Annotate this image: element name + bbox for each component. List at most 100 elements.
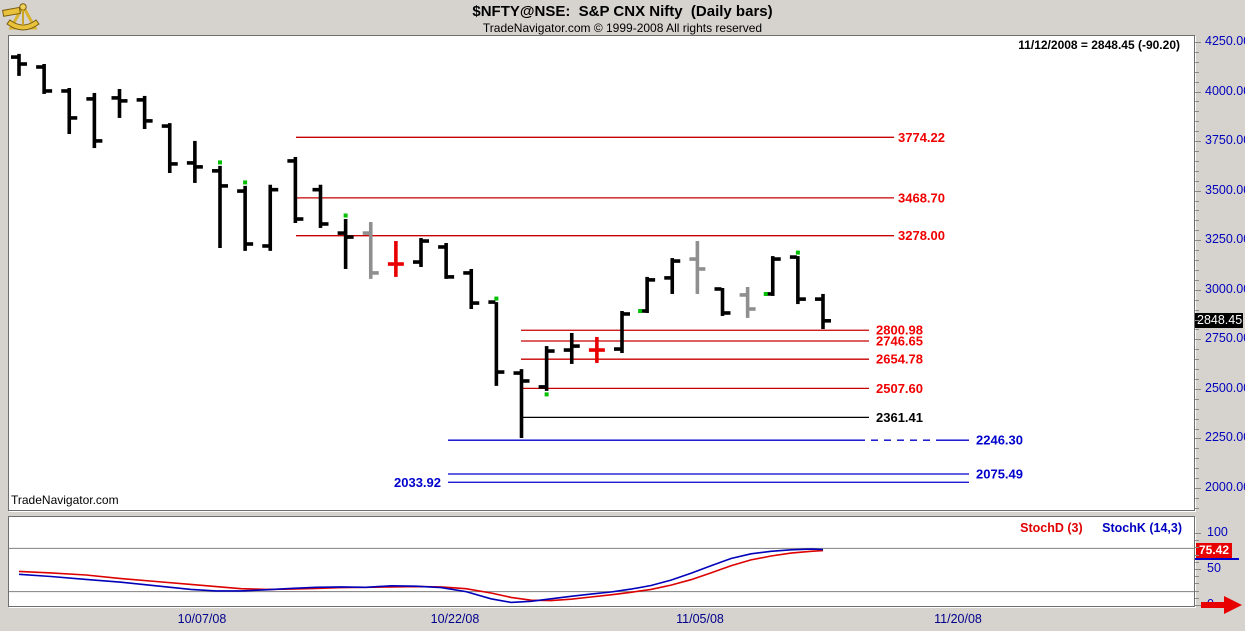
date-label: 10/07/08 — [177, 612, 227, 626]
level-label: 2654.78 — [876, 352, 923, 367]
stoch-axis-tick — [1195, 533, 1201, 534]
level-label: 2361.41 — [876, 410, 923, 425]
stoch-axis-tick — [1195, 540, 1199, 542]
price-axis-tick — [1195, 51, 1199, 53]
price-axis-tick — [1195, 111, 1199, 113]
stoch-axis-tick — [1195, 590, 1199, 592]
level-label: 2033.92 — [394, 475, 441, 490]
price-axis-tick — [1195, 180, 1199, 182]
price-axis-tick — [1195, 81, 1199, 83]
date-label: 10/22/08 — [430, 612, 480, 626]
price-axis-label: 2250.00 — [1205, 430, 1245, 445]
last-quote-note: 11/12/2008 = 2848.45 (-90.20) — [1018, 38, 1180, 52]
price-axis-tick — [1195, 101, 1199, 103]
legend-stochk: StochK (14,3) — [1102, 521, 1182, 535]
price-axis-tick — [1195, 131, 1199, 133]
price-axis-tick — [1195, 507, 1199, 509]
price-axis-tick — [1195, 160, 1199, 162]
level-label: 2800.98 — [876, 323, 923, 338]
level-label: 2507.60 — [876, 381, 923, 396]
chart-header: $NFTY@NSE: S&P CNX Nifty (Daily bars) Tr… — [0, 0, 1245, 35]
price-axis-tick — [1195, 71, 1199, 73]
stoch-axis-tick — [1195, 576, 1199, 578]
price-axis-tick — [1195, 269, 1199, 271]
price-axis-tick — [1195, 378, 1199, 380]
price-axis-tick — [1195, 468, 1199, 470]
price-axis-tick — [1195, 151, 1199, 153]
price-axis-tick — [1195, 488, 1201, 489]
green-dot — [494, 296, 499, 301]
price-axis-tick — [1195, 210, 1199, 212]
level-label: 3774.22 — [898, 130, 945, 145]
stoch-axis-tick — [1195, 569, 1201, 570]
price-axis-label: 3500.00 — [1205, 182, 1245, 197]
stoch-axis-tick — [1195, 597, 1199, 599]
price-axis-label: 4250.00 — [1205, 34, 1245, 48]
price-axis-tick — [1195, 438, 1201, 440]
legend-stochd: StochD (3) — [1020, 521, 1083, 535]
price-axis-tick — [1195, 121, 1199, 123]
price-axis-tick — [1195, 91, 1201, 93]
price-axis-tick — [1195, 388, 1201, 390]
price-axis-tick — [1195, 190, 1201, 192]
price-chart-panel[interactable]: 3774.22 3468.70 3278.00 2800.98 2746.65 2654.… — [8, 35, 1195, 511]
price-axis-label: 2750.00 — [1205, 331, 1245, 346]
stochastic-chart-surface[interactable] — [9, 517, 1194, 606]
price-axis-tick — [1195, 240, 1201, 242]
level-label: 2746.65 — [876, 333, 923, 348]
price-axis-tick — [1195, 478, 1199, 480]
stoch-axis-tick — [1195, 561, 1199, 563]
stoch-axis-tick — [1195, 583, 1199, 585]
level-label: 3468.70 — [898, 190, 945, 205]
price-axis-tick — [1195, 349, 1199, 351]
date-label: 11/20/08 — [934, 612, 982, 626]
price-axis-tick — [1195, 448, 1199, 450]
price-axis-tick — [1195, 458, 1199, 460]
green-dot — [638, 308, 643, 313]
level-label: 3278.00 — [898, 228, 945, 243]
price-axis-tick — [1195, 170, 1199, 172]
stochastic-panel[interactable]: StochD (3) StochK (14,3) — [8, 516, 1195, 607]
price-axis-label: 2000.00 — [1205, 480, 1245, 494]
chart-title: $NFTY@NSE: S&P CNX Nifty (Daily bars) — [472, 3, 773, 20]
price-axis-tick — [1195, 359, 1199, 361]
price-axis-tick — [1195, 230, 1199, 232]
price-axis-tick — [1195, 309, 1199, 311]
price-axis-tick — [1195, 200, 1199, 202]
stochk-value-underline — [1195, 558, 1239, 560]
green-dot — [343, 213, 348, 218]
level-label: 2075.49 — [976, 467, 1023, 482]
price-axis-tick — [1195, 369, 1199, 371]
price-axis-tick — [1195, 428, 1199, 430]
stochk-line — [18, 548, 824, 604]
stoch-axis-tick — [1195, 605, 1201, 606]
level-label: 2246.30 — [976, 433, 1023, 448]
price-axis-tick — [1195, 418, 1199, 420]
price-axis-tick — [1195, 61, 1199, 63]
scroll-right-arrow-button[interactable] — [1201, 595, 1243, 615]
price-axis-tick — [1195, 279, 1199, 281]
price-axis-tick — [1195, 260, 1199, 262]
date-label: 11/05/08 — [676, 612, 724, 626]
price-axis-tick — [1195, 289, 1201, 291]
stoch-axis-tick — [1195, 554, 1199, 556]
stochastic-legend: StochD (3) StochK (14,3) — [1004, 521, 1182, 535]
stochd-value-tag: 75.42 — [1196, 543, 1232, 558]
price-axis-label: 4000.00 — [1205, 83, 1245, 98]
price-axis-gutter[interactable]: 2848.45 75.42 100 50 0 4250.004000.00375… — [1195, 0, 1245, 631]
price-axis-tick — [1195, 319, 1199, 321]
stoch-axis-label-100: 100 — [1207, 525, 1228, 539]
price-axis-tick — [1195, 408, 1199, 410]
price-axis-tick — [1195, 141, 1201, 143]
date-axis-strip: 10/07/08 10/22/08 11/05/08 11/20/08 — [0, 607, 1245, 631]
stochd-line — [18, 549, 824, 602]
price-axis-tick — [1195, 42, 1201, 43]
last-price-tag: 2848.45 — [1195, 313, 1243, 328]
price-axis-tick — [1195, 250, 1199, 252]
green-dot — [218, 160, 222, 165]
chart-copyright: TradeNavigator.com © 1999-2008 All right… — [482, 21, 763, 35]
price-axis-tick — [1195, 220, 1199, 222]
stoch-axis-label-50: 50 — [1207, 561, 1221, 575]
watermark-text: TradeNavigator.com — [11, 493, 119, 507]
